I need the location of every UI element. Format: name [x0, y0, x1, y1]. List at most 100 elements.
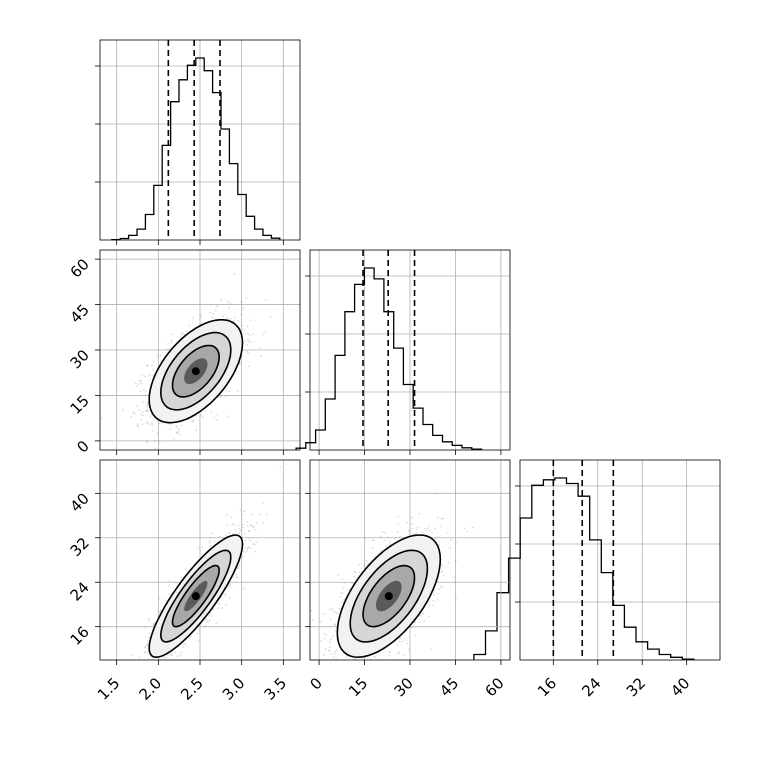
scatter-point — [328, 646, 331, 648]
scatter-point — [141, 374, 144, 377]
scatter-point — [408, 534, 411, 536]
scatter-point — [144, 645, 147, 648]
scatter-point — [354, 674, 356, 676]
scatter-point — [192, 317, 194, 320]
scatter-point — [188, 324, 191, 327]
contour-line — [148, 319, 244, 424]
scatter-point — [243, 340, 246, 342]
scatter-point — [175, 425, 178, 427]
scatter-point — [208, 619, 211, 622]
scatter-point — [246, 521, 249, 523]
scatter-point — [146, 408, 148, 411]
scatter-point — [217, 396, 220, 399]
scatter-point — [226, 415, 229, 418]
scatter-point — [145, 410, 148, 412]
scatter-point — [154, 621, 156, 624]
scatter-point — [183, 461, 185, 463]
scatter-point — [150, 662, 152, 664]
scatter-point — [158, 612, 161, 614]
scatter-point — [199, 313, 202, 316]
scatter-point — [142, 410, 144, 413]
scatter-point — [464, 527, 466, 530]
scatter-point — [243, 587, 246, 590]
scatter-point — [170, 341, 173, 344]
scatter-point — [245, 297, 248, 299]
scatter-point — [437, 541, 440, 544]
scatter-point — [130, 654, 133, 656]
scatter-point — [136, 405, 139, 407]
scatter-point — [433, 593, 435, 596]
scatter-point — [186, 569, 189, 572]
scatter-point — [247, 338, 250, 341]
contour-line — [159, 549, 232, 643]
scatter-point — [319, 620, 322, 623]
scatter-point — [226, 317, 229, 320]
scatter-point — [169, 653, 172, 656]
scatter-point — [151, 374, 154, 377]
scatter-point — [434, 537, 437, 540]
scatter-point — [436, 598, 439, 601]
x-tick-label: 3.0 — [219, 674, 249, 704]
scatter-point — [100, 417, 103, 420]
scatter-point — [209, 311, 212, 314]
scatter-point — [211, 532, 213, 535]
density-peak — [384, 592, 393, 601]
scatter-point — [329, 618, 332, 621]
scatter-point — [348, 588, 350, 591]
scatter-point — [157, 615, 159, 617]
scatter-point — [168, 585, 171, 587]
scatter-point — [388, 651, 391, 653]
y-tick-label: 60 — [67, 255, 93, 281]
scatter-point — [149, 423, 151, 425]
scatter-point — [196, 632, 199, 635]
scatter-point — [406, 642, 409, 645]
scatter-point — [389, 541, 391, 543]
scatter-point — [232, 320, 235, 322]
scatter-point — [197, 639, 199, 642]
scatter-point — [226, 300, 229, 303]
scatter-point — [236, 319, 239, 322]
scatter-point — [147, 632, 150, 635]
scatter-point — [204, 410, 207, 413]
scatter-point — [317, 666, 319, 668]
scatter-point — [167, 342, 170, 345]
scatter-point — [166, 348, 169, 351]
scatter-point — [156, 355, 159, 358]
scatter-point — [240, 309, 243, 312]
scatter-point — [421, 612, 424, 615]
scatter-point — [259, 513, 262, 516]
scatter-point — [146, 662, 148, 664]
scatter-point — [168, 668, 170, 670]
scatter-point — [440, 585, 443, 588]
scatter-point — [180, 576, 183, 579]
scatter-point — [410, 523, 413, 526]
scatter-point — [334, 623, 336, 626]
scatter-point — [262, 333, 265, 335]
scatter-point — [371, 547, 374, 549]
scatter-point — [140, 418, 143, 421]
scatter-point — [157, 431, 159, 434]
scatter-point — [229, 302, 231, 305]
scatter-point — [152, 623, 155, 625]
y-tick-label: 15 — [67, 392, 93, 418]
scatter-point — [159, 609, 162, 612]
scatter-point — [140, 413, 143, 416]
scatter-point — [151, 424, 154, 426]
scatter-point — [338, 607, 341, 610]
scatter-point — [472, 526, 474, 529]
scatter-point — [320, 674, 322, 676]
histogram-step — [473, 477, 695, 660]
scatter-point — [403, 654, 405, 656]
scatter-point — [230, 586, 233, 589]
scatter-point — [335, 611, 338, 614]
scatter-point — [254, 529, 257, 531]
scatter-point — [354, 571, 357, 573]
scatter-point — [231, 523, 234, 526]
scatter-point — [250, 524, 252, 527]
scatter-point — [396, 644, 399, 647]
scatter-point — [342, 672, 344, 674]
scatter-point — [146, 402, 149, 405]
scatter-point — [442, 517, 445, 520]
x-tick-label: 3.5 — [261, 674, 291, 704]
scatter-point — [198, 629, 201, 631]
